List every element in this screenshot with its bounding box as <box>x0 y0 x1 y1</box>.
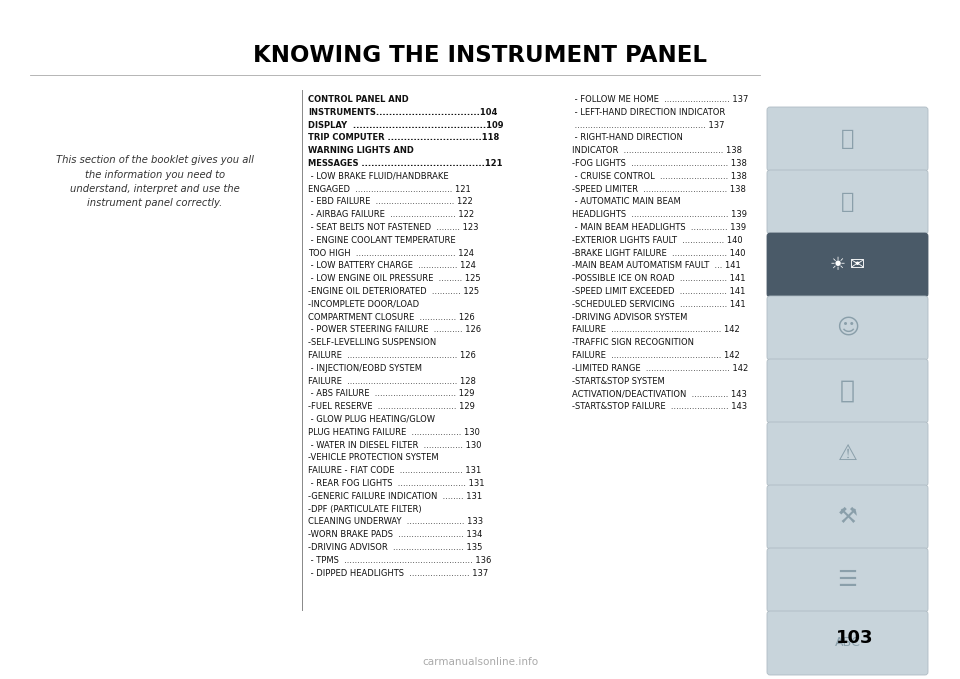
Text: ACTIVATION/DEACTIVATION  .............. 143: ACTIVATION/DEACTIVATION .............. 1… <box>572 389 747 399</box>
Text: - MAIN BEAM HEADLIGHTS  .............. 139: - MAIN BEAM HEADLIGHTS .............. 13… <box>572 223 746 232</box>
Text: ENGAGED  ..................................... 121: ENGAGED ................................… <box>308 185 470 194</box>
Text: -START&STOP FAILURE  ...................... 143: -START&STOP FAILURE ....................… <box>572 402 747 411</box>
Text: - LOW ENGINE OIL PRESSURE  ......... 125: - LOW ENGINE OIL PRESSURE ......... 125 <box>308 274 481 283</box>
Text: -DPF (PARTICULATE FILTER): -DPF (PARTICULATE FILTER) <box>308 504 421 513</box>
Text: ☰: ☰ <box>837 570 857 590</box>
Text: FAILURE  .......................................... 142: FAILURE ................................… <box>572 351 740 360</box>
Text: - DIPPED HEADLIGHTS  ....................... 137: - DIPPED HEADLIGHTS ....................… <box>308 568 489 578</box>
FancyBboxPatch shape <box>767 107 928 171</box>
Text: - POWER STEERING FAILURE  ........... 126: - POWER STEERING FAILURE ........... 126 <box>308 325 481 334</box>
FancyBboxPatch shape <box>767 548 928 612</box>
Text: - ABS FAILURE  ............................... 129: - ABS FAILURE ..........................… <box>308 389 474 399</box>
Text: - WATER IN DIESEL FILTER  ............... 130: - WATER IN DIESEL FILTER ...............… <box>308 441 482 449</box>
Text: -BRAKE LIGHT FAILURE  ..................... 140: -BRAKE LIGHT FAILURE ...................… <box>572 249 746 257</box>
Text: CLEANING UNDERWAY  ...................... 133: CLEANING UNDERWAY ......................… <box>308 517 483 526</box>
Text: -INCOMPLETE DOOR/LOAD: -INCOMPLETE DOOR/LOAD <box>308 300 420 309</box>
Text: MESSAGES ......................................121: MESSAGES ...............................… <box>308 159 502 168</box>
Text: -LIMITED RANGE  ................................ 142: -LIMITED RANGE .........................… <box>572 364 748 373</box>
Text: FAILURE - FIAT CODE  ........................ 131: FAILURE - FIAT CODE ....................… <box>308 466 481 475</box>
Text: -SPEED LIMITER  ................................ 138: -SPEED LIMITER .........................… <box>572 185 746 194</box>
Text: AБC: AБC <box>834 636 860 650</box>
Text: -SCHEDULED SERVICING  .................. 141: -SCHEDULED SERVICING .................. … <box>572 300 746 309</box>
Text: ⓘ: ⓘ <box>841 192 854 212</box>
Text: ⚠: ⚠ <box>837 444 857 464</box>
FancyBboxPatch shape <box>767 233 928 297</box>
Text: the information you need to: the information you need to <box>84 170 225 179</box>
FancyBboxPatch shape <box>767 422 928 486</box>
Text: -POSSIBLE ICE ON ROAD  .................. 141: -POSSIBLE ICE ON ROAD ..................… <box>572 274 746 283</box>
Text: -DRIVING ADVISOR  ........................... 135: -DRIVING ADVISOR .......................… <box>308 543 482 552</box>
Text: CONTROL PANEL AND: CONTROL PANEL AND <box>308 95 409 104</box>
Text: FAILURE  .......................................... 128: FAILURE ................................… <box>308 377 476 386</box>
Text: ⚒: ⚒ <box>837 507 857 527</box>
Text: - ENGINE COOLANT TEMPERATURE: - ENGINE COOLANT TEMPERATURE <box>308 236 456 245</box>
Text: FAILURE  .......................................... 142: FAILURE ................................… <box>572 325 740 334</box>
Text: - INJECTION/EOBD SYSTEM: - INJECTION/EOBD SYSTEM <box>308 364 422 373</box>
Text: -SPEED LIMIT EXCEEDED  .................. 141: -SPEED LIMIT EXCEEDED ..................… <box>572 287 745 296</box>
Text: This section of the booklet gives you all: This section of the booklet gives you al… <box>56 155 254 165</box>
Text: - AIRBAG FAILURE  ......................... 122: - AIRBAG FAILURE .......................… <box>308 210 474 219</box>
Text: -DRIVING ADVISOR SYSTEM: -DRIVING ADVISOR SYSTEM <box>572 312 687 322</box>
Text: -ENGINE OIL DETERIORATED  ........... 125: -ENGINE OIL DETERIORATED ........... 125 <box>308 287 479 296</box>
Text: 103: 103 <box>836 629 874 647</box>
Text: DISPLAY  .........................................109: DISPLAY ................................… <box>308 121 503 130</box>
Text: ⌕: ⌕ <box>841 129 854 149</box>
Text: - LOW BRAKE FLUID/HANDBRAKE: - LOW BRAKE FLUID/HANDBRAKE <box>308 172 448 181</box>
Text: - EBD FAILURE  .............................. 122: - EBD FAILURE ..........................… <box>308 198 472 206</box>
Text: -EXTERIOR LIGHTS FAULT  ................ 140: -EXTERIOR LIGHTS FAULT ................ … <box>572 236 743 245</box>
FancyBboxPatch shape <box>767 485 928 549</box>
Text: ⦿: ⦿ <box>840 379 855 403</box>
FancyBboxPatch shape <box>767 170 928 234</box>
Text: .................................................. 137: ........................................… <box>572 121 725 130</box>
Text: - FOLLOW ME HOME  ......................... 137: - FOLLOW ME HOME .......................… <box>572 95 749 104</box>
Text: - AUTOMATIC MAIN BEAM: - AUTOMATIC MAIN BEAM <box>572 198 681 206</box>
Text: COMPARTMENT CLOSURE  .............. 126: COMPARTMENT CLOSURE .............. 126 <box>308 312 475 322</box>
Text: -SELF-LEVELLING SUSPENSION: -SELF-LEVELLING SUSPENSION <box>308 338 436 347</box>
Text: instrument panel correctly.: instrument panel correctly. <box>87 198 223 208</box>
Text: -MAIN BEAM AUTOMATISM FAULT  ... 141: -MAIN BEAM AUTOMATISM FAULT ... 141 <box>572 261 741 270</box>
Text: TRIP COMPUTER .............................118: TRIP COMPUTER ..........................… <box>308 133 499 143</box>
Text: - RIGHT-HAND DIRECTION: - RIGHT-HAND DIRECTION <box>572 133 683 143</box>
FancyBboxPatch shape <box>767 296 928 360</box>
Text: ☺: ☺ <box>836 318 859 338</box>
Text: FAILURE  .......................................... 126: FAILURE ................................… <box>308 351 476 360</box>
Text: -FUEL RESERVE  .............................. 129: -FUEL RESERVE ..........................… <box>308 402 475 411</box>
Text: -FOG LIGHTS  ..................................... 138: -FOG LIGHTS ............................… <box>572 159 747 168</box>
Text: - TPMS  ................................................. 136: - TPMS .................................… <box>308 556 492 565</box>
FancyBboxPatch shape <box>767 611 928 675</box>
Text: - LEFT-HAND DIRECTION INDICATOR: - LEFT-HAND DIRECTION INDICATOR <box>572 108 725 117</box>
Text: - CRUISE CONTROL  .......................... 138: - CRUISE CONTROL .......................… <box>572 172 747 181</box>
Text: - SEAT BELTS NOT FASTENED  ......... 123: - SEAT BELTS NOT FASTENED ......... 123 <box>308 223 478 232</box>
Text: PLUG HEATING FAILURE  ................... 130: PLUG HEATING FAILURE ...................… <box>308 428 480 437</box>
Text: ☀: ☀ <box>829 256 846 274</box>
Text: WARNING LIGHTS AND: WARNING LIGHTS AND <box>308 146 414 155</box>
Text: - LOW BATTERY CHARGE  ............... 124: - LOW BATTERY CHARGE ............... 124 <box>308 261 476 270</box>
Text: TOO HIGH  ...................................... 124: TOO HIGH ...............................… <box>308 249 474 257</box>
Text: - REAR FOG LIGHTS  .......................... 131: - REAR FOG LIGHTS ......................… <box>308 479 485 488</box>
Text: -WORN BRAKE PADS  ......................... 134: -WORN BRAKE PADS .......................… <box>308 530 482 539</box>
Text: - GLOW PLUG HEATING/GLOW: - GLOW PLUG HEATING/GLOW <box>308 415 435 424</box>
Text: KNOWING THE INSTRUMENT PANEL: KNOWING THE INSTRUMENT PANEL <box>253 43 707 67</box>
Text: ✉: ✉ <box>850 256 865 274</box>
Text: understand, interpret and use the: understand, interpret and use the <box>70 184 240 194</box>
Text: -GENERIC FAILURE INDICATION  ........ 131: -GENERIC FAILURE INDICATION ........ 131 <box>308 492 482 501</box>
Text: HEADLIGHTS  ..................................... 139: HEADLIGHTS .............................… <box>572 210 747 219</box>
FancyBboxPatch shape <box>767 359 928 423</box>
Text: -VEHICLE PROTECTION SYSTEM: -VEHICLE PROTECTION SYSTEM <box>308 454 439 462</box>
Text: -START&STOP SYSTEM: -START&STOP SYSTEM <box>572 377 664 386</box>
Text: INDICATOR  ...................................... 138: INDICATOR ..............................… <box>572 146 742 155</box>
Text: carmanualsonline.info: carmanualsonline.info <box>422 657 538 667</box>
Text: INSTRUMENTS................................104: INSTRUMENTS.............................… <box>308 108 497 117</box>
Text: -TRAFFIC SIGN RECOGNITION: -TRAFFIC SIGN RECOGNITION <box>572 338 694 347</box>
